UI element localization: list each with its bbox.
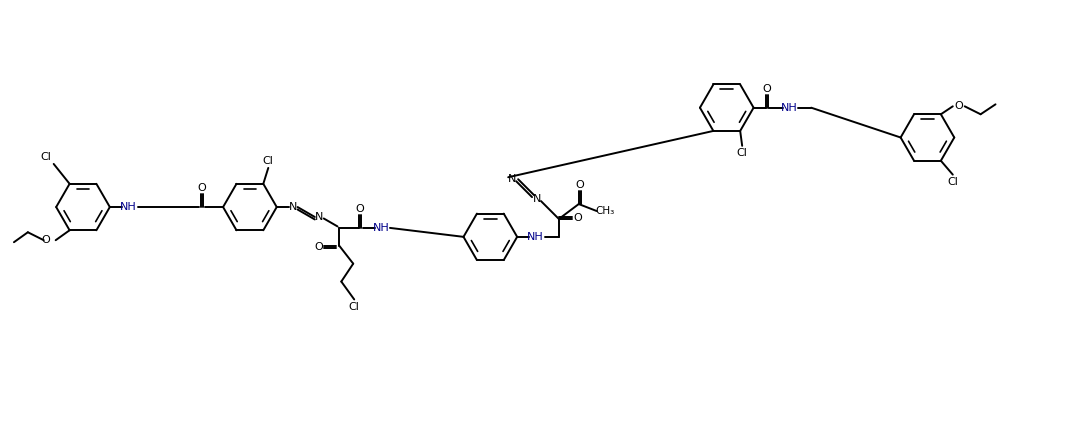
Text: NH: NH [372, 223, 390, 233]
Text: Cl: Cl [947, 177, 958, 187]
Text: Cl: Cl [40, 152, 51, 162]
Text: NH: NH [527, 232, 544, 242]
Text: NH: NH [781, 103, 797, 113]
Text: Cl: Cl [737, 148, 748, 158]
Text: O: O [762, 84, 770, 94]
Text: O: O [575, 180, 584, 190]
Text: O: O [573, 213, 583, 223]
Text: O: O [197, 183, 206, 193]
Text: N: N [508, 174, 517, 184]
Text: NH: NH [121, 202, 137, 212]
Text: N: N [288, 202, 297, 212]
Text: O: O [954, 101, 964, 111]
Text: N: N [315, 213, 323, 222]
Text: Cl: Cl [349, 302, 359, 312]
Text: O: O [314, 242, 323, 252]
Text: CH₃: CH₃ [595, 206, 614, 216]
Text: N: N [533, 194, 542, 204]
Text: O: O [356, 204, 365, 214]
Text: O: O [41, 235, 50, 245]
Text: Cl: Cl [263, 156, 274, 166]
